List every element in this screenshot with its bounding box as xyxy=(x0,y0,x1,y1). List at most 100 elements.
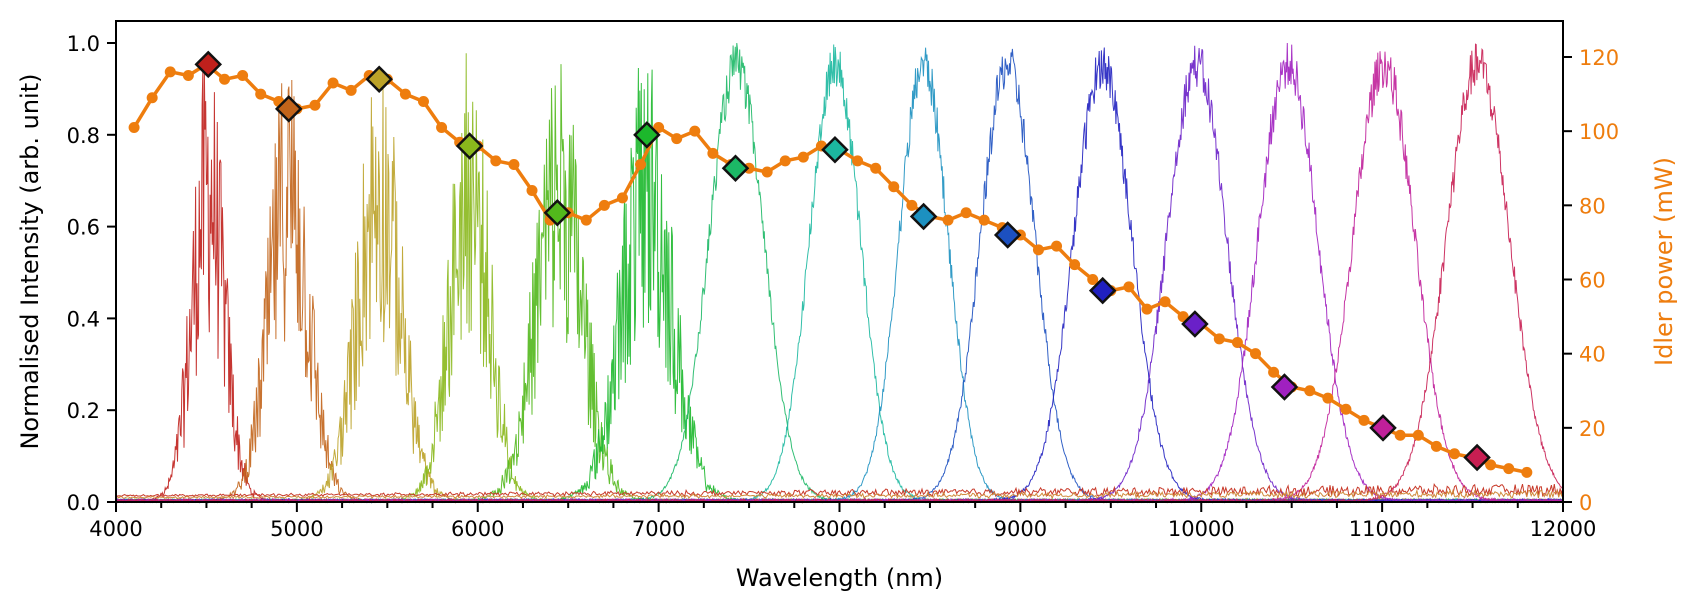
marker-layer xyxy=(194,50,1491,472)
idler-power-point xyxy=(1051,240,1063,252)
diamond-marker xyxy=(821,135,849,164)
idler-power-point xyxy=(942,214,954,226)
idler-power-point xyxy=(852,155,864,167)
y-right-tick-label: 100 xyxy=(1579,120,1619,144)
diamond-marker xyxy=(543,198,572,227)
baseline-noise-layer xyxy=(115,482,1564,500)
idler-power-point xyxy=(616,192,628,204)
idler-power-point xyxy=(1394,429,1406,441)
idler-power-point xyxy=(1412,429,1424,441)
idler-power-point xyxy=(1322,392,1334,404)
idler-power-point xyxy=(888,181,900,193)
idler-power-point xyxy=(526,185,538,196)
idler-power-point xyxy=(327,77,339,89)
idler-power-point xyxy=(490,155,502,167)
spectrum-13 xyxy=(115,42,1564,504)
y-right-tick-label: 40 xyxy=(1579,343,1606,367)
idler-power-point xyxy=(671,133,683,145)
idler-power-point xyxy=(1231,337,1243,349)
y-right-tick-label: 120 xyxy=(1579,46,1619,70)
idler-power-point xyxy=(1268,366,1280,378)
idler-power-point xyxy=(255,88,267,100)
idler-power-point xyxy=(707,147,719,159)
y-tick-label: 0.6 xyxy=(67,216,100,240)
idler-power-point xyxy=(237,70,249,82)
x-tick-label: 7000 xyxy=(632,517,685,541)
idler-power-point xyxy=(1069,259,1081,271)
idler-power-point xyxy=(1358,414,1370,426)
y-axis-right-title: Idler power (mW) xyxy=(1650,157,1678,366)
idler-power-point xyxy=(1448,448,1460,460)
baseline-trace-2 xyxy=(115,488,1564,500)
x-tick-label: 10000 xyxy=(1168,517,1235,541)
idler-power-point xyxy=(598,199,610,211)
x-tick-label: 12000 xyxy=(1530,517,1597,541)
idler-power-point xyxy=(1521,466,1533,478)
y-tick-label: 0.0 xyxy=(67,491,100,515)
idler-power-point xyxy=(128,121,140,133)
x-tick-label: 6000 xyxy=(451,517,504,541)
idler-power-point xyxy=(960,207,972,219)
idler-power-point xyxy=(689,125,701,137)
y-tick-label: 1.0 xyxy=(67,32,100,56)
baseline-trace-1 xyxy=(115,482,1564,498)
y-axis-left: 0.0 0.2 0.4 0.6 0.8 1.0 xyxy=(67,32,116,515)
idler-power-point xyxy=(1430,440,1442,452)
y-right-tick-label: 80 xyxy=(1579,194,1606,218)
idler-power-point xyxy=(779,155,791,167)
idler-power-point xyxy=(164,66,176,78)
y-tick-label: 0.2 xyxy=(67,399,100,423)
diamond-marker xyxy=(194,50,223,79)
idler-power-point xyxy=(1159,296,1171,308)
diamond-marker xyxy=(1181,310,1209,338)
diamond-marker xyxy=(1369,414,1397,442)
x-axis-title: Wavelength (nm) xyxy=(736,564,943,592)
idler-power-point xyxy=(1503,463,1515,475)
x-tick-label: 8000 xyxy=(813,517,866,541)
diamond-marker xyxy=(1270,373,1299,401)
idler-power-point xyxy=(1141,303,1153,315)
diamond-marker xyxy=(365,65,393,94)
idler-power-point xyxy=(761,166,773,178)
idler-power-point xyxy=(797,151,809,163)
idler-power-point xyxy=(635,159,647,171)
diamond-marker xyxy=(993,221,1022,249)
diamond-marker xyxy=(909,202,938,231)
idler-power-point xyxy=(1340,403,1352,415)
idler-power-point xyxy=(436,121,448,133)
idler-power-point xyxy=(1123,281,1135,293)
y-right-tick-label: 0 xyxy=(1579,491,1592,515)
x-tick-label: 4000 xyxy=(89,517,142,541)
y-tick-label: 0.4 xyxy=(67,307,100,331)
diamond-marker xyxy=(1088,276,1117,305)
diamond-marker xyxy=(455,132,484,160)
idler-power-point xyxy=(309,99,321,111)
idler-power-point xyxy=(870,162,882,174)
x-tick-label: 11000 xyxy=(1349,517,1416,541)
idler-power-point xyxy=(219,73,231,85)
y-right-tick-label: 20 xyxy=(1579,417,1606,441)
idler-power-point xyxy=(1304,385,1316,397)
x-tick-label: 5000 xyxy=(270,517,323,541)
x-tick-label: 9000 xyxy=(994,517,1047,541)
idler-power-point xyxy=(508,159,520,171)
y-right-tick-label: 60 xyxy=(1579,269,1606,293)
idler-power-point xyxy=(978,214,990,226)
diamond-marker xyxy=(721,154,750,183)
y-tick-label: 0.8 xyxy=(67,124,100,148)
plot-frame xyxy=(115,20,1564,503)
diamond-marker xyxy=(274,95,303,123)
y-axis-right: 0 20 40 60 80 100 120 xyxy=(1563,46,1619,515)
x-axis: 4000 5000 6000 7000 8000 9000 10000 11000 12000 xyxy=(89,502,1596,541)
idler-power-point xyxy=(906,199,918,211)
diamond-marker xyxy=(1463,443,1491,472)
idler-power-point xyxy=(580,214,592,226)
y-axis-title: Normalised Intensity (arb. unit) xyxy=(16,73,44,449)
diamond-marker xyxy=(633,121,661,149)
idler-power-point xyxy=(399,88,411,100)
idler-power-point xyxy=(345,84,357,96)
idler-power-point xyxy=(1087,274,1099,285)
idler-power-point xyxy=(146,92,158,104)
idler-power-line xyxy=(132,62,1528,475)
